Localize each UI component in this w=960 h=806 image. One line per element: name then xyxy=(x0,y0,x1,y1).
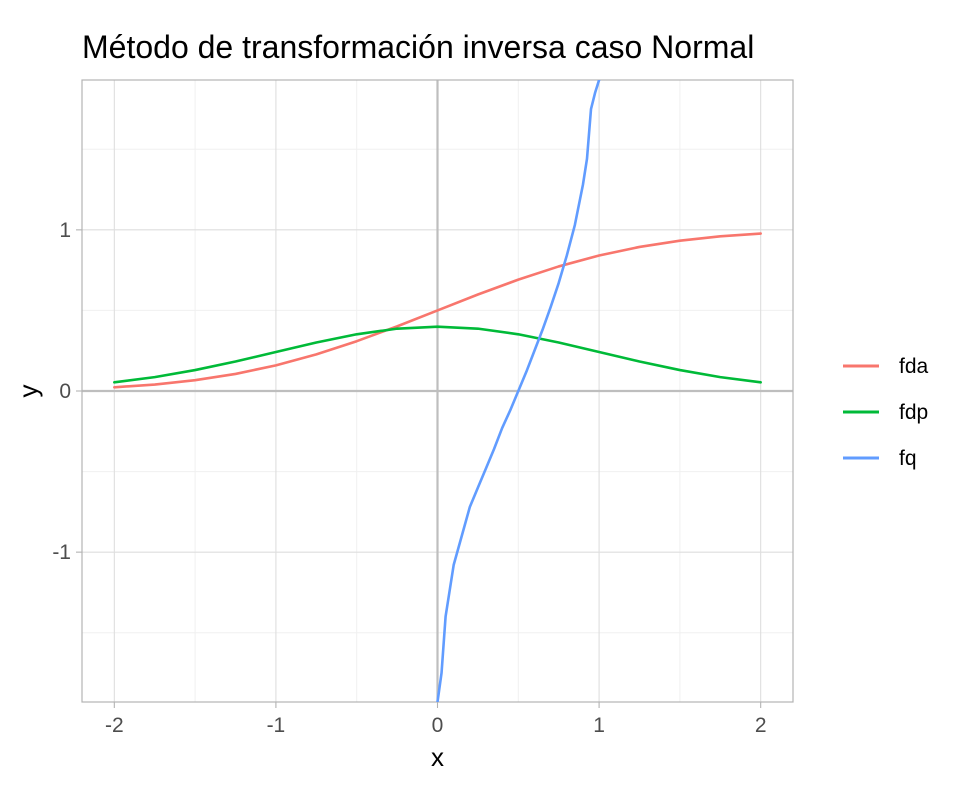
series-lines xyxy=(113,80,762,702)
y-tick-label: 1 xyxy=(59,219,71,242)
series-line-fdp xyxy=(113,325,762,384)
x-axis-title: x xyxy=(431,742,444,772)
x-tick-label: 0 xyxy=(432,714,444,737)
y-axis-ticks: -1 0 1 xyxy=(52,219,82,564)
reference-lines xyxy=(82,80,793,702)
series-line-fda xyxy=(113,232,762,389)
y-tick-label: 0 xyxy=(59,380,71,403)
x-tick-label: -1 xyxy=(267,714,286,737)
legend-label-fq: fq xyxy=(899,447,917,470)
x-tick-label: 1 xyxy=(593,714,605,737)
chart-title: Método de transformación inversa caso No… xyxy=(82,29,754,65)
y-tick-label: -1 xyxy=(52,541,71,564)
legend: fda fdp fq xyxy=(843,355,929,470)
y-axis-title: y xyxy=(13,385,43,398)
legend-label-fda: fda xyxy=(899,355,929,378)
x-axis-ticks: -2 -1 0 1 2 xyxy=(105,702,767,737)
legend-label-fdp: fdp xyxy=(899,401,928,424)
series-line-fq xyxy=(436,80,601,702)
x-tick-label: 2 xyxy=(755,714,767,737)
x-tick-label: -2 xyxy=(105,714,124,737)
